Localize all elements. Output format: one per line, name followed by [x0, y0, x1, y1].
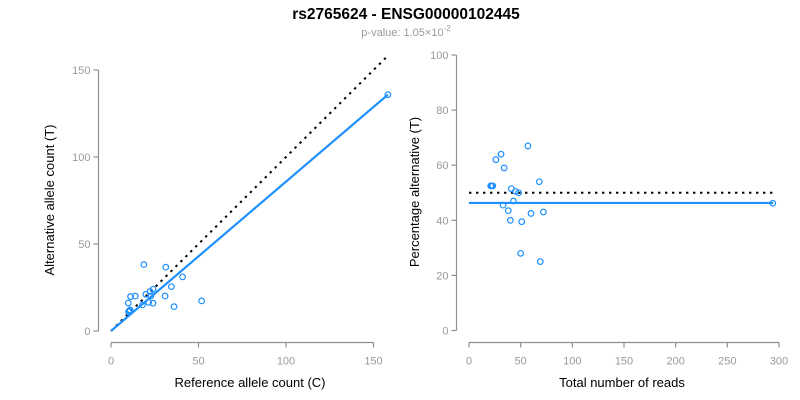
right-plot-area: 0 20 40 60 80 100 0 50 100 150 200 250 300	[430, 50, 788, 368]
data-point	[140, 261, 148, 268]
data-point	[125, 308, 132, 316]
data-point	[162, 263, 170, 271]
data-point	[147, 292, 155, 300]
fit-line	[110, 93, 389, 332]
y-tick-label: 50	[78, 239, 90, 251]
pvalue-exponent: -2	[444, 24, 452, 33]
right-scatter-panel: Total number of reads Percentage alterna…	[407, 50, 788, 390]
data-point	[161, 292, 169, 300]
data-point	[492, 156, 500, 164]
data-point	[145, 298, 153, 306]
data-point	[139, 301, 146, 309]
identity-line	[110, 56, 388, 332]
y-tick-label: 100	[72, 152, 90, 164]
y-tick-label: 40	[436, 215, 448, 227]
data-point	[536, 258, 544, 266]
x-tick-label: 0	[466, 356, 472, 368]
left-x-axis-title: Reference allele count (C)	[174, 375, 325, 390]
data-point	[499, 201, 507, 209]
data-point	[127, 293, 135, 300]
right-y-axis-title: Percentage alternative (T)	[407, 117, 422, 267]
figure-subtitle: p-value: 1.05×10-2	[361, 24, 451, 39]
data-point	[527, 210, 535, 217]
y-tick-label: 0	[84, 326, 90, 338]
data-point	[179, 273, 186, 281]
x-tick-label: 200	[666, 356, 684, 368]
data-point	[124, 299, 132, 307]
y-tick-label: 0	[442, 326, 448, 338]
data-point	[131, 292, 139, 300]
right-x-axis-title: Total number of reads	[559, 375, 685, 390]
data-point	[149, 285, 157, 293]
data-point	[504, 207, 512, 215]
data-point	[170, 303, 178, 311]
y-tick-label: 150	[72, 65, 90, 77]
data-point	[500, 164, 508, 172]
x-tick-label: 150	[364, 356, 382, 368]
y-tick-label: 60	[436, 160, 448, 172]
data-point	[524, 142, 532, 150]
left-y-axis-title: Alternative allele count (T)	[42, 124, 57, 275]
data-point	[198, 297, 206, 305]
data-point	[489, 182, 497, 190]
data-point	[384, 91, 392, 99]
data-point	[510, 197, 517, 205]
x-tick-label: 100	[277, 356, 295, 368]
left-scatter-panel: Reference allele count (C) Alternative a…	[42, 56, 392, 390]
data-point	[126, 306, 134, 314]
data-point	[497, 150, 505, 158]
y-tick-label: 80	[436, 105, 448, 117]
x-tick-label: 50	[192, 356, 204, 368]
y-tick-label: 100	[430, 50, 448, 62]
data-point	[167, 283, 175, 291]
data-point	[512, 187, 519, 195]
data-point	[515, 189, 522, 197]
x-tick-label: 0	[108, 356, 114, 368]
data-point	[517, 249, 525, 257]
pvalue-text: p-value: 1.05×10	[361, 27, 443, 39]
x-tick-label: 300	[770, 356, 788, 368]
data-point	[518, 218, 526, 226]
data-point	[506, 216, 514, 224]
figure-title: rs2765624 - ENSG00000102445	[292, 6, 520, 23]
x-tick-label: 250	[718, 356, 736, 368]
data-point	[539, 208, 547, 216]
data-point	[769, 199, 777, 207]
x-tick-label: 100	[563, 356, 581, 368]
data-point	[149, 299, 157, 307]
x-tick-label: 50	[515, 356, 527, 368]
data-point	[535, 178, 543, 186]
left-plot-area: 0 50 100 150 0 50 100 150	[72, 56, 392, 368]
y-tick-label: 20	[436, 270, 448, 282]
x-tick-label: 150	[615, 356, 633, 368]
